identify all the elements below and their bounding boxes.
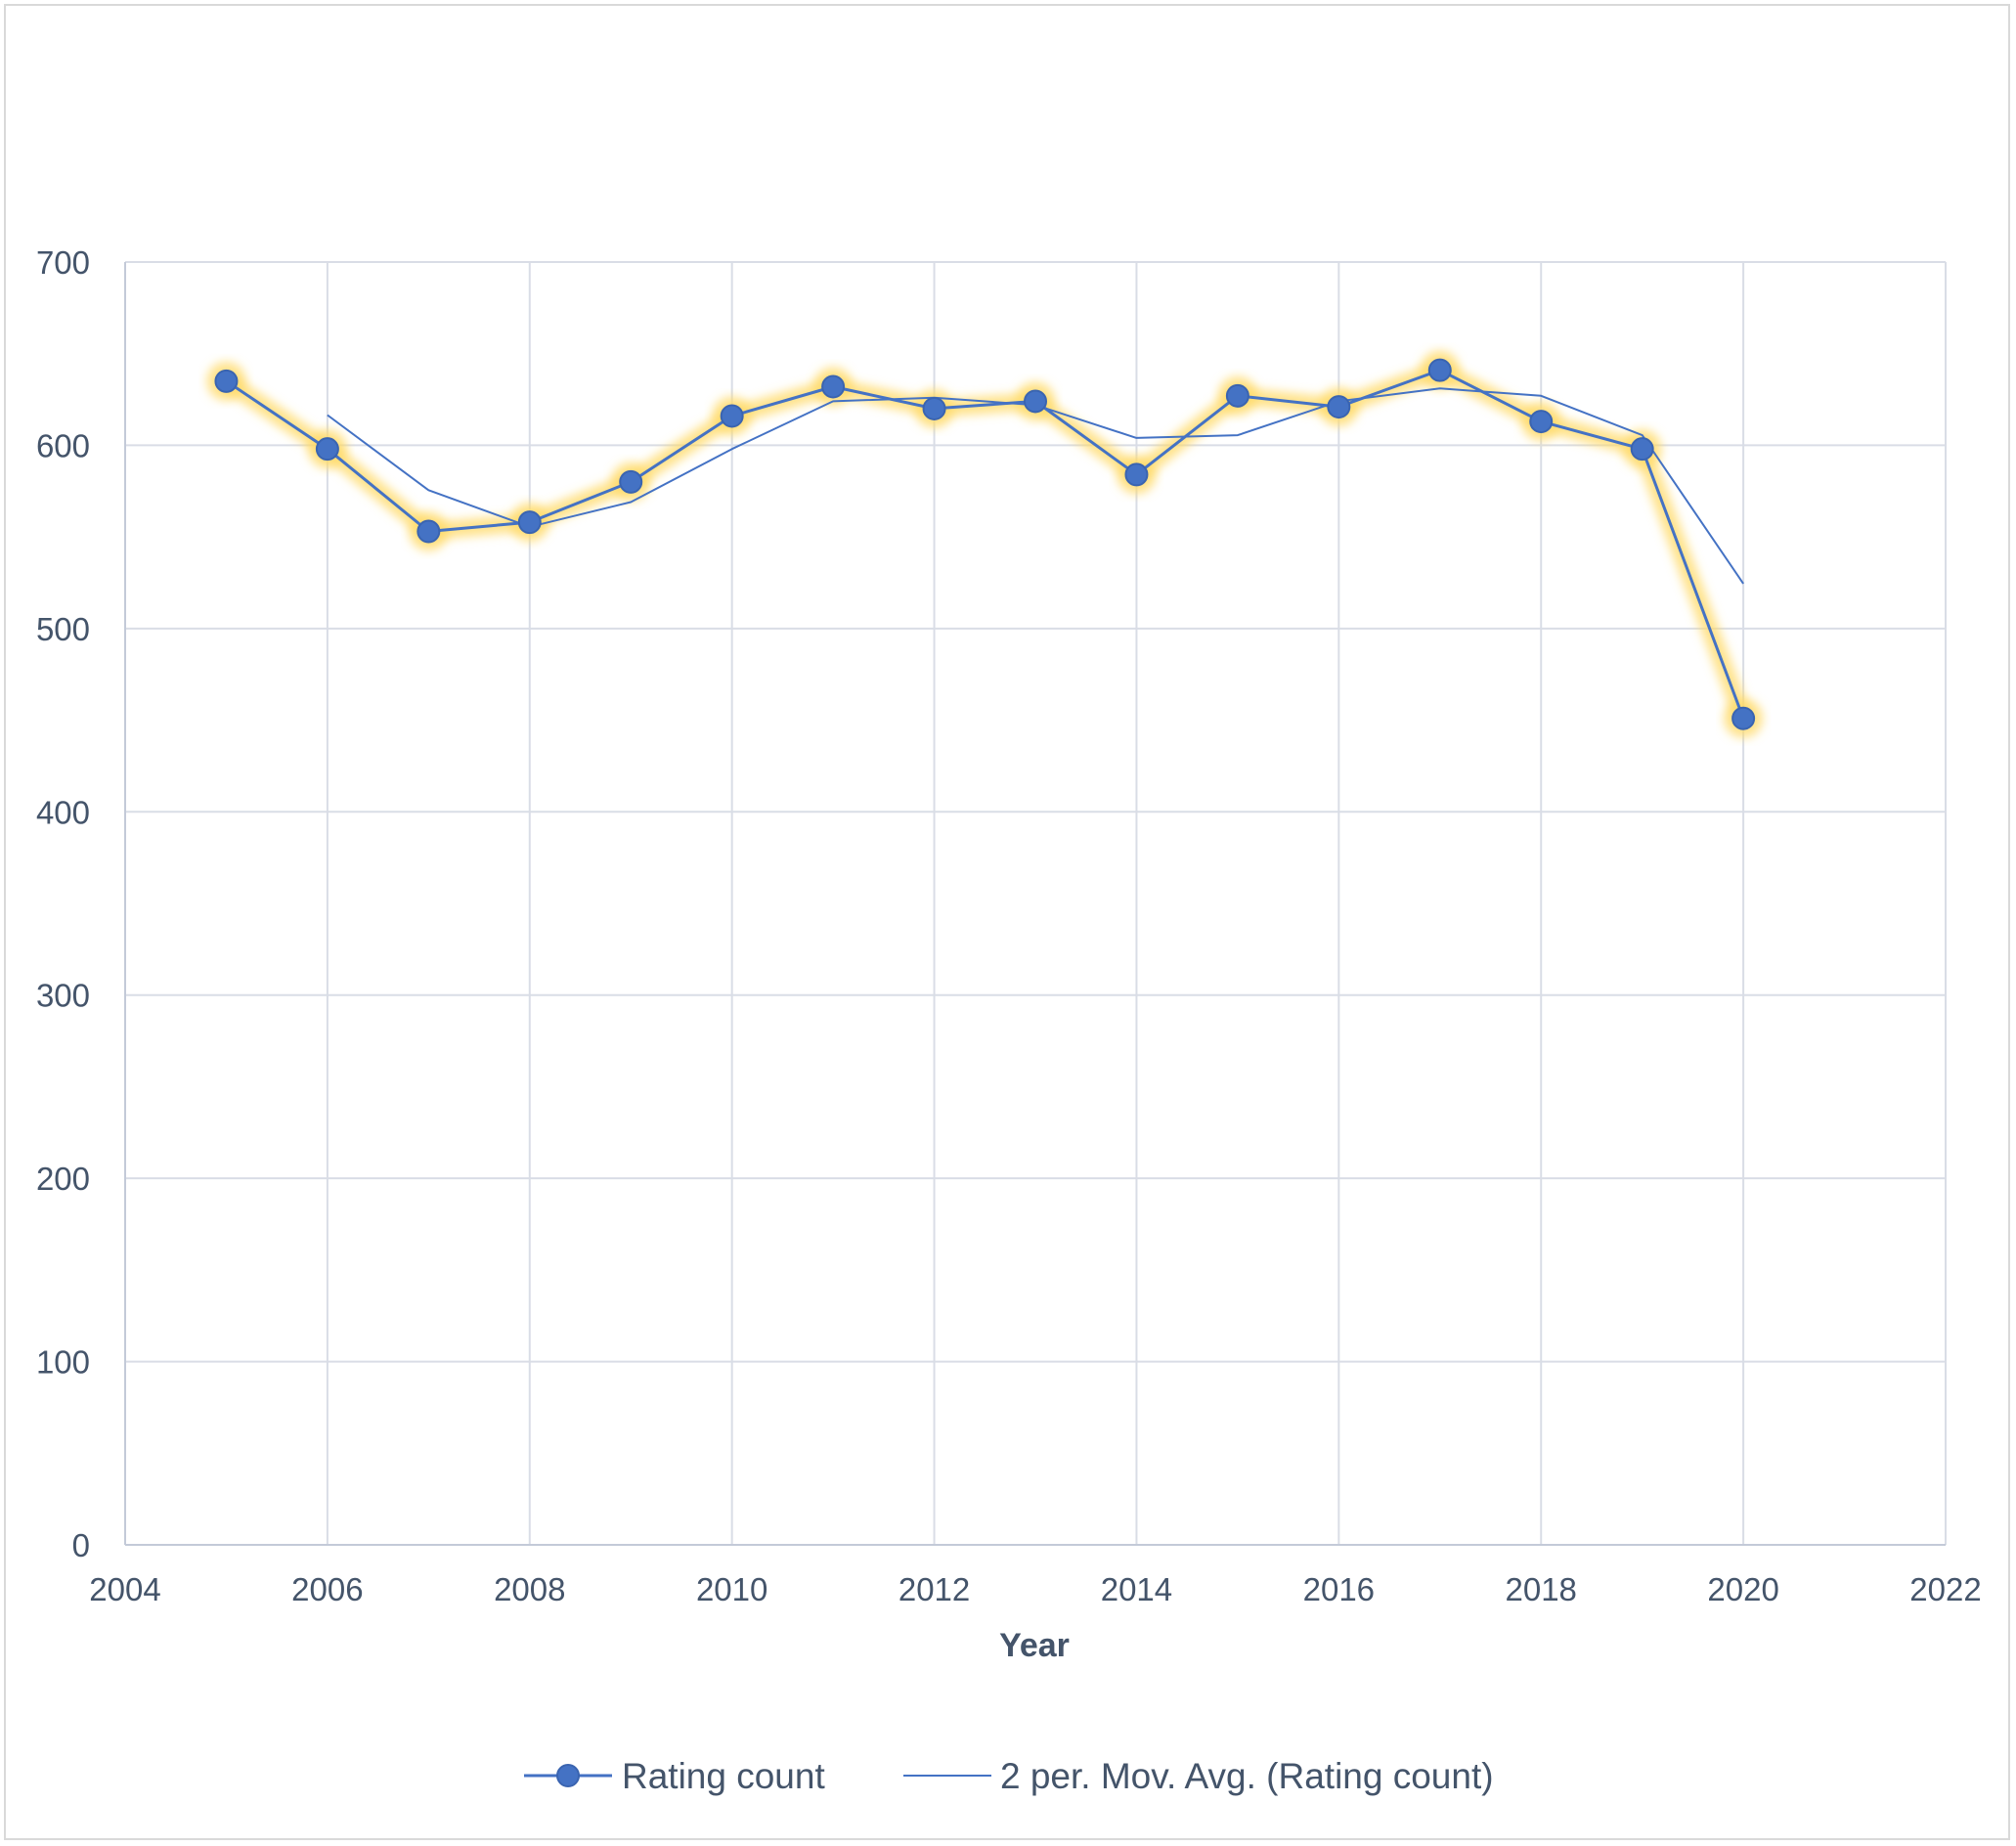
data-point-rating-count-2012 <box>922 396 946 420</box>
data-point-rating-count-2013 <box>1024 389 1047 414</box>
data-point-rating-count-2019 <box>1630 437 1654 462</box>
x-tick-label-2014: 2014 <box>1101 1571 1172 1607</box>
legend-marker-rating-count <box>556 1764 580 1787</box>
data-point-rating-count-2011 <box>821 374 846 399</box>
data-point-rating-count-2006 <box>315 437 339 462</box>
y-tick-label-700: 700 <box>36 244 90 281</box>
y-tick-labels: 0 100 200 300 400 500 600 700 <box>36 244 90 1563</box>
series-markers <box>214 358 1756 730</box>
series-line-rating-count <box>225 369 1745 720</box>
y-tick-label-400: 400 <box>36 794 90 830</box>
data-point-rating-count-2017 <box>1427 358 1452 382</box>
y-tick-label-500: 500 <box>36 611 90 647</box>
y-tick-label-0: 0 <box>72 1527 90 1563</box>
x-tick-label-2022: 2022 <box>1909 1571 1981 1607</box>
x-tick-label-2020: 2020 <box>1707 1571 1778 1607</box>
series-glow-rating-count <box>221 361 1752 722</box>
x-axis-title: Year <box>999 1627 1070 1664</box>
gridlines <box>125 261 1947 1545</box>
x-tick-label-2012: 2012 <box>898 1571 970 1607</box>
x-tick-label-2010: 2010 <box>696 1571 767 1607</box>
legend: Rating count 2 per. Mov. Avg. (Rating co… <box>524 1756 1494 1796</box>
chart-frame: 2004 2006 2008 2010 2012 2014 2016 2018 2020 2022… <box>4 4 2010 1840</box>
data-point-rating-count-2014 <box>1124 462 1149 487</box>
x-tick-label-2016: 2016 <box>1303 1571 1375 1607</box>
legend-label-rating-count: Rating count <box>622 1756 825 1796</box>
y-tick-label-200: 200 <box>36 1161 90 1197</box>
legend-item-moving-average: 2 per. Mov. Avg. (Rating count) <box>903 1756 1494 1796</box>
x-tick-label-2004: 2004 <box>89 1571 160 1607</box>
legend-item-rating-count: Rating count <box>524 1756 825 1796</box>
axes <box>124 262 1946 1546</box>
line-chart: 2004 2006 2008 2010 2012 2014 2016 2018 2020 2022… <box>36 244 1982 1796</box>
y-tick-label-300: 300 <box>36 978 90 1014</box>
x-tick-label-2008: 2008 <box>494 1571 565 1607</box>
data-point-rating-count-2007 <box>416 519 441 544</box>
y-tick-label-600: 600 <box>36 427 90 463</box>
x-tick-label-2018: 2018 <box>1506 1571 1577 1607</box>
data-point-rating-count-2009 <box>619 469 643 494</box>
series-glow <box>206 350 1764 738</box>
data-point-rating-count-2020 <box>1731 706 1756 730</box>
data-point-rating-count-2016 <box>1327 395 1351 419</box>
legend-label-moving-average: 2 per. Mov. Avg. (Rating count) <box>1000 1756 1494 1796</box>
y-tick-label-100: 100 <box>36 1344 90 1381</box>
series-lines <box>225 369 1745 720</box>
data-point-rating-count-2010 <box>720 404 744 428</box>
data-point-rating-count-2008 <box>517 510 542 535</box>
data-point-rating-count-2018 <box>1529 410 1554 434</box>
x-tick-label-2006: 2006 <box>291 1571 363 1607</box>
data-point-rating-count-2005 <box>214 369 239 393</box>
data-point-rating-count-2015 <box>1225 383 1249 408</box>
x-tick-labels: 2004 2006 2008 2010 2012 2014 2016 2018 2020 2022 <box>89 1571 1981 1607</box>
